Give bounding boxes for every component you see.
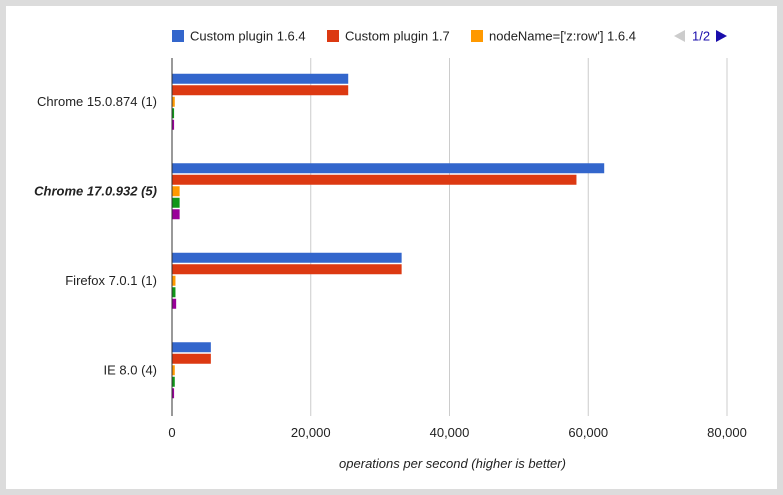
x-tick-label: 20,000	[291, 425, 331, 440]
previous-page-icon[interactable]	[674, 30, 685, 42]
category-label: Firefox 7.0.1 (1)	[65, 273, 157, 288]
bar[interactable]	[172, 108, 175, 119]
category-labels: Chrome 15.0.874 (1) Chrome 17.0.932 (5) Fi…	[34, 94, 157, 378]
bar[interactable]	[172, 73, 349, 84]
legend-label: Custom plugin 1.7	[345, 29, 450, 44]
legend-swatch	[172, 30, 184, 42]
x-tick-labels: 0 20,000 40,000 60,000 80,000	[168, 425, 747, 440]
category-label: Chrome 17.0.932 (5)	[34, 183, 157, 198]
bar[interactable]	[172, 388, 175, 399]
x-tick-label: 80,000	[707, 425, 747, 440]
bar[interactable]	[172, 96, 175, 107]
bar[interactable]	[172, 365, 175, 376]
next-page-icon[interactable]	[716, 30, 727, 42]
legend-swatch	[471, 30, 483, 42]
bar[interactable]	[172, 119, 175, 130]
legend-page-label: 1/2	[692, 29, 710, 44]
legend-label: nodeName=['z:row'] 1.6.4	[489, 29, 636, 44]
bar[interactable]	[172, 287, 176, 298]
legend: Custom plugin 1.6.4 Custom plugin 1.7 node…	[172, 29, 636, 44]
bar[interactable]	[172, 209, 180, 220]
x-tick-label: 0	[168, 425, 175, 440]
bar[interactable]	[172, 275, 176, 286]
legend-pager: 1/2	[674, 29, 727, 44]
bars	[172, 73, 605, 399]
bar[interactable]	[172, 264, 402, 275]
x-tick-label: 60,000	[568, 425, 608, 440]
bar[interactable]	[172, 197, 180, 208]
gridlines	[310, 58, 728, 416]
bar[interactable]	[172, 163, 605, 174]
bar[interactable]	[172, 353, 211, 364]
bar[interactable]	[172, 174, 577, 185]
category-label: IE 8.0 (4)	[104, 362, 157, 377]
bar[interactable]	[172, 252, 402, 263]
bar[interactable]	[172, 298, 177, 309]
x-axis-title: operations per second (higher is better)	[339, 456, 566, 471]
bar[interactable]	[172, 85, 349, 96]
bar[interactable]	[172, 376, 175, 387]
legend-label: Custom plugin 1.6.4	[190, 29, 306, 44]
category-label: Chrome 15.0.874 (1)	[37, 94, 157, 109]
x-tick-label: 40,000	[430, 425, 470, 440]
bar[interactable]	[172, 186, 180, 197]
bar[interactable]	[172, 342, 211, 353]
legend-swatch	[327, 30, 339, 42]
